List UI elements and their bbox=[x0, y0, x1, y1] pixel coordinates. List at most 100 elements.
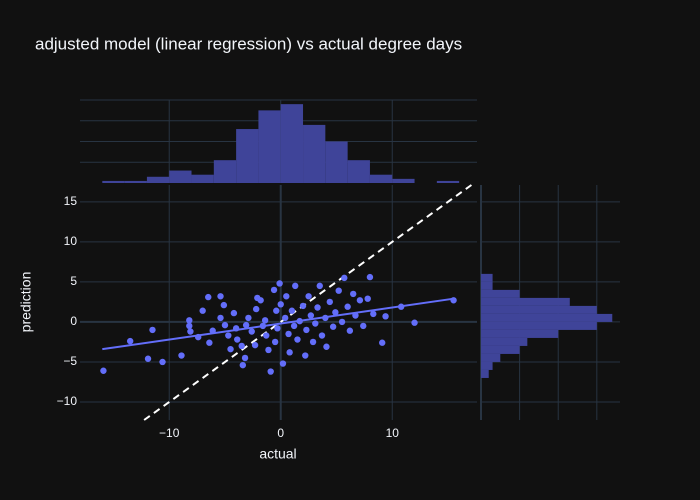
point bbox=[273, 307, 280, 314]
point bbox=[366, 273, 374, 281]
point bbox=[178, 352, 185, 359]
histogram-bar bbox=[169, 170, 192, 183]
chart-title: adjusted model (linear regression) vs ac… bbox=[35, 34, 462, 53]
point bbox=[267, 368, 274, 375]
point bbox=[220, 301, 228, 309]
x-axis-title: actual bbox=[259, 446, 296, 462]
point bbox=[350, 290, 357, 298]
point bbox=[379, 339, 386, 346]
histogram-bar bbox=[369, 174, 393, 183]
point bbox=[238, 342, 245, 350]
point bbox=[356, 297, 364, 304]
point bbox=[239, 361, 247, 369]
point bbox=[263, 332, 270, 339]
point bbox=[159, 358, 166, 366]
point bbox=[302, 352, 309, 359]
point bbox=[344, 303, 351, 310]
histogram-bar bbox=[481, 281, 493, 290]
histogram-bar bbox=[481, 305, 597, 314]
point bbox=[370, 310, 377, 318]
point bbox=[341, 274, 348, 282]
histogram-bar bbox=[481, 329, 559, 338]
histogram-bar bbox=[146, 176, 170, 183]
histogram-bar bbox=[347, 160, 370, 183]
point bbox=[217, 314, 224, 322]
point bbox=[303, 326, 310, 334]
point bbox=[316, 282, 323, 290]
histogram-bar bbox=[303, 124, 326, 183]
point bbox=[100, 367, 107, 374]
point bbox=[186, 317, 193, 324]
point bbox=[360, 322, 367, 330]
point bbox=[286, 349, 293, 356]
histogram-bar bbox=[481, 369, 489, 378]
point bbox=[290, 322, 298, 330]
point bbox=[265, 346, 272, 354]
histogram-bar bbox=[392, 178, 415, 183]
histogram-bar bbox=[102, 180, 125, 183]
point bbox=[257, 297, 264, 304]
point bbox=[245, 314, 252, 322]
point bbox=[199, 307, 206, 314]
point bbox=[186, 322, 193, 330]
point bbox=[314, 304, 321, 311]
histogram-bar bbox=[481, 345, 520, 354]
point bbox=[241, 354, 249, 362]
point bbox=[326, 298, 333, 306]
histogram-bar bbox=[236, 129, 259, 183]
point bbox=[307, 312, 315, 319]
point bbox=[276, 280, 283, 287]
point bbox=[270, 286, 278, 294]
point bbox=[248, 328, 255, 335]
y-tick-label: 5 bbox=[70, 274, 77, 288]
point bbox=[323, 343, 330, 350]
point bbox=[149, 326, 156, 334]
point bbox=[251, 341, 259, 349]
x-tick-label: 10 bbox=[386, 426, 400, 440]
point bbox=[305, 293, 312, 300]
point bbox=[242, 321, 250, 329]
point bbox=[312, 320, 319, 327]
y-axis-title: prediction bbox=[18, 272, 34, 333]
point bbox=[382, 313, 389, 320]
point bbox=[309, 338, 317, 346]
point bbox=[294, 336, 301, 343]
point bbox=[205, 293, 212, 301]
x-tick-label: −10 bbox=[159, 426, 180, 440]
y-tick-label: −10 bbox=[57, 394, 78, 408]
y-tick-label: 15 bbox=[64, 194, 78, 208]
histogram-bar bbox=[124, 180, 147, 183]
point bbox=[364, 295, 371, 302]
point bbox=[292, 282, 299, 290]
histogram-bar bbox=[280, 104, 304, 183]
histogram-bar bbox=[325, 141, 348, 183]
point bbox=[335, 287, 342, 294]
point bbox=[329, 323, 337, 330]
point bbox=[318, 332, 326, 339]
point bbox=[206, 339, 213, 346]
point bbox=[274, 325, 281, 332]
point bbox=[227, 345, 234, 353]
histogram-bar bbox=[191, 174, 214, 183]
histogram-bar bbox=[481, 313, 613, 322]
y-tick-label: 10 bbox=[64, 234, 78, 248]
point bbox=[261, 317, 269, 324]
histogram-bar bbox=[481, 353, 501, 362]
trendline bbox=[102, 297, 454, 351]
y-tick-label: −5 bbox=[63, 354, 77, 368]
point bbox=[285, 330, 292, 338]
histogram-bar bbox=[481, 297, 570, 306]
point bbox=[411, 319, 418, 326]
point bbox=[299, 302, 307, 310]
point bbox=[332, 309, 339, 316]
histogram-bar bbox=[436, 180, 460, 183]
point bbox=[279, 360, 287, 367]
point bbox=[187, 328, 194, 335]
histogram-bar bbox=[258, 110, 281, 183]
point bbox=[346, 327, 354, 334]
point bbox=[144, 355, 152, 362]
point bbox=[221, 321, 229, 329]
histogram-bar bbox=[213, 160, 237, 183]
